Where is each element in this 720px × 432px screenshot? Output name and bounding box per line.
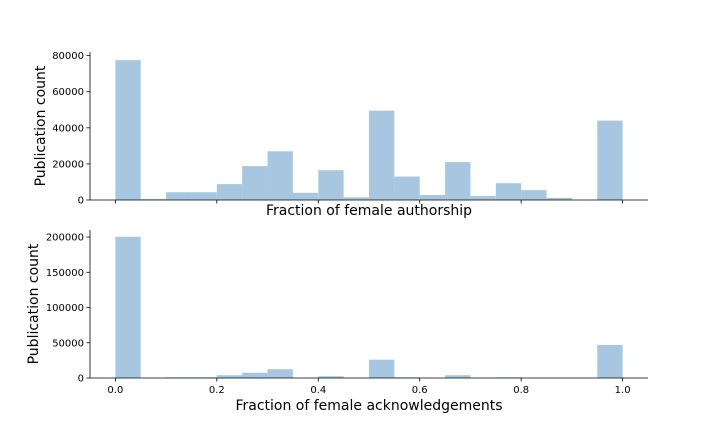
bars-bottom <box>115 236 623 378</box>
bar <box>495 183 522 200</box>
chart-bottom-acknowledgements: 0 50000 100000 150000 200000 0.0 0.2 0.4 0.6 0.8… <box>26 230 648 414</box>
x-tick-label: 0.2 <box>209 385 225 396</box>
x-axis-label-bottom: Fraction of female acknowledgements <box>235 398 502 414</box>
x-tick-label: 0.4 <box>310 385 326 396</box>
y-tick-label: 60000 <box>52 87 84 98</box>
bar <box>445 375 471 378</box>
x-tick-label: 0.6 <box>412 385 428 396</box>
y-tick-label: 80000 <box>52 51 84 62</box>
y-axis-bottom: 0 50000 100000 150000 200000 <box>46 233 90 385</box>
bar <box>470 196 496 200</box>
bar <box>242 166 268 200</box>
y-axis-label-top: Publication count <box>33 65 49 186</box>
y-tick-label: 100000 <box>46 303 84 314</box>
x-tick-label: 0.0 <box>107 385 123 396</box>
bar <box>318 376 344 378</box>
x-tick-label: 1.0 <box>615 385 631 396</box>
bar <box>419 194 446 200</box>
y-tick-label: 0 <box>78 374 84 385</box>
bar <box>166 192 192 200</box>
x-tick-label: 0.8 <box>513 385 529 396</box>
x-axis-bottom: 0.0 0.2 0.4 0.6 0.8 1.0 <box>107 378 631 396</box>
bar <box>267 151 293 200</box>
bar <box>521 190 547 200</box>
bar <box>267 369 293 378</box>
bar <box>191 192 217 200</box>
bar <box>445 162 471 200</box>
bar <box>216 375 243 378</box>
y-axis-top: 0 20000 40000 60000 80000 <box>52 51 90 207</box>
y-tick-label: 40000 <box>52 123 84 134</box>
y-tick-label: 50000 <box>52 338 84 349</box>
bar <box>343 197 369 200</box>
bars-top <box>115 60 623 201</box>
y-tick-label: 20000 <box>52 159 84 170</box>
y-tick-label: 150000 <box>46 268 84 279</box>
y-tick-label: 200000 <box>46 233 84 244</box>
bar <box>369 110 395 200</box>
bar <box>597 120 623 200</box>
chart-top-authorship: 0 20000 40000 60000 80000 Fraction of female… <box>33 51 648 219</box>
y-tick-label: 0 <box>78 196 84 207</box>
bar <box>394 176 420 200</box>
bar <box>546 197 572 200</box>
x-axis-top <box>114 200 624 204</box>
bar <box>369 359 395 378</box>
x-axis-label-top: Fraction of female authorship <box>266 203 472 219</box>
bar <box>242 372 268 378</box>
bar <box>318 170 344 200</box>
bar <box>597 344 623 378</box>
bar <box>216 184 243 200</box>
y-axis-label-bottom: Publication count <box>26 243 42 364</box>
bar <box>115 236 141 378</box>
bar <box>115 60 141 201</box>
bar <box>140 199 167 200</box>
bar <box>292 192 319 200</box>
